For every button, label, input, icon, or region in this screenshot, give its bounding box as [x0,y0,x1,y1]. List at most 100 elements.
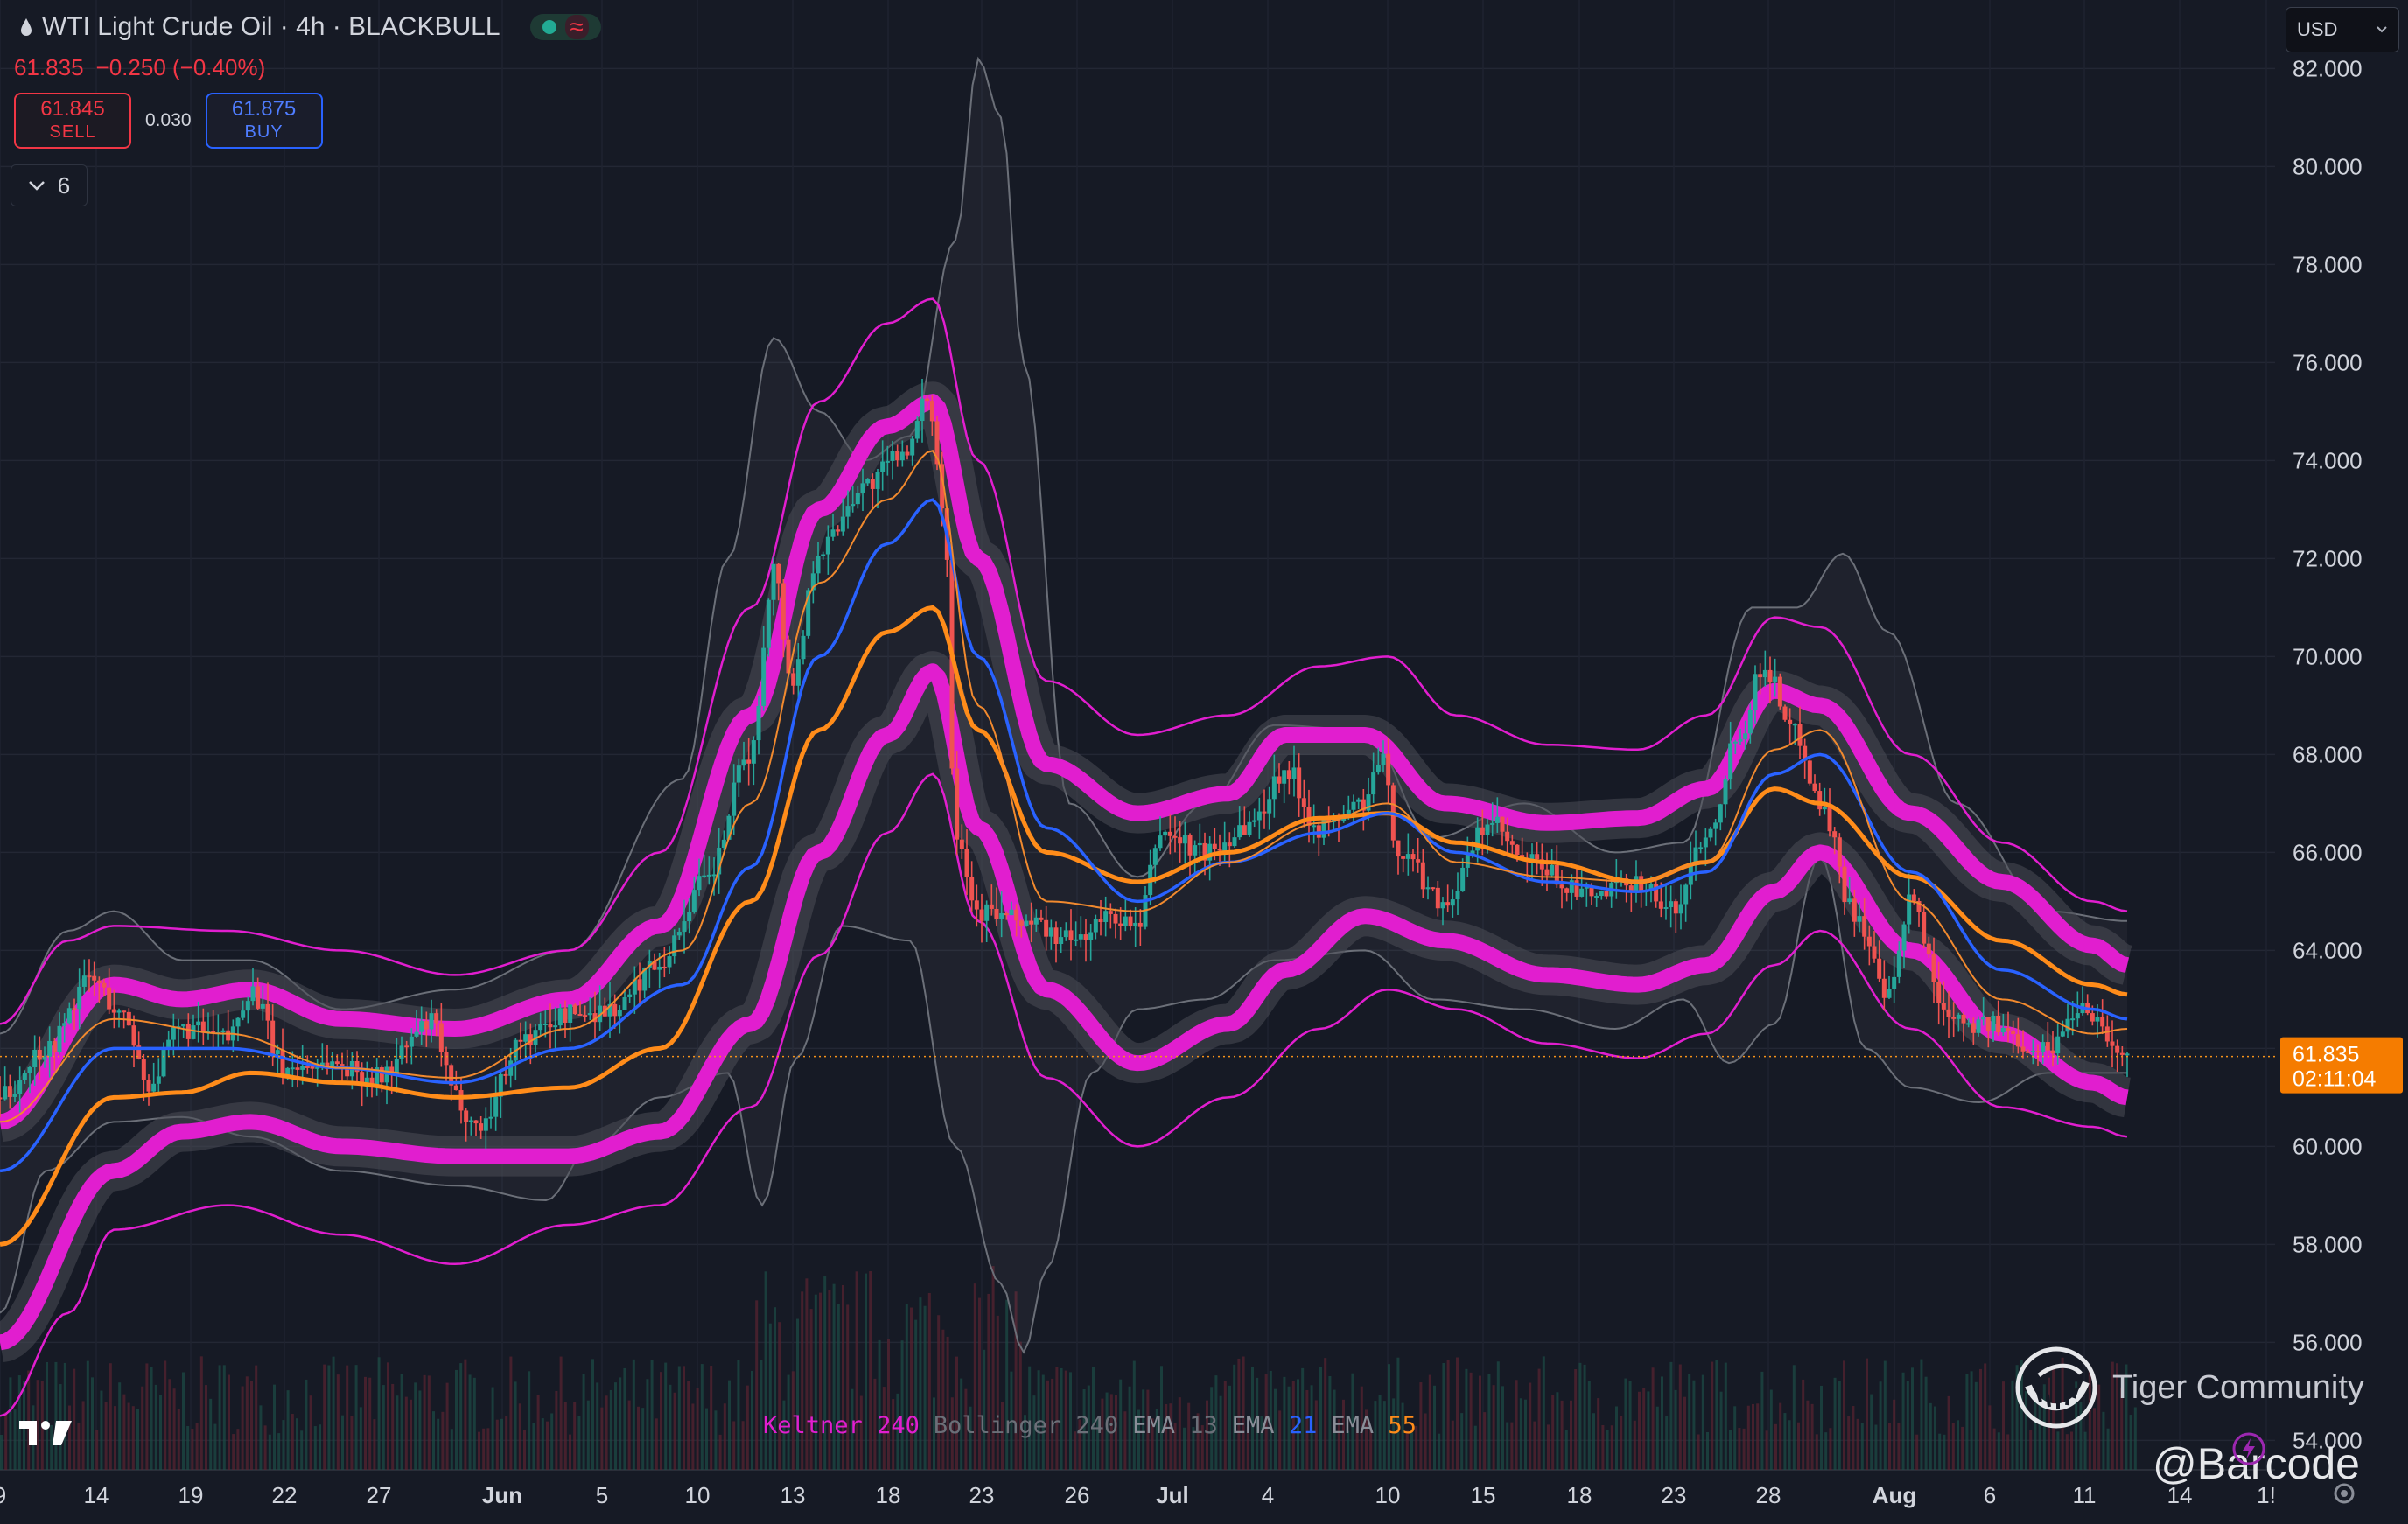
volume-bar [9,1377,12,1470]
volume-bar [1337,1419,1340,1470]
volume-bar [523,1430,526,1470]
sell-button[interactable]: 61.845 SELL [14,93,131,149]
candle-body [2000,1028,2006,1033]
candle-body [687,912,692,922]
volume-bar [541,1418,544,1470]
legend-ema55-name: EMA [1331,1412,1375,1439]
candle-body [1410,854,1416,860]
volume-bar [505,1416,508,1470]
volume-bar [1697,1434,1700,1470]
volume-bar [1010,1371,1013,1470]
volume-bar [550,1413,554,1470]
market-status-pill[interactable]: ≈ [529,14,601,40]
volume-bar [569,1434,571,1470]
candle-body [860,483,865,493]
indicators-toggle-button[interactable]: 6 [10,164,88,206]
volume-bar [650,1360,654,1470]
legend-bollinger[interactable]: Bollinger 240 [934,1412,1118,1439]
volume-bar [723,1403,726,1470]
volume-bar [1624,1378,1628,1470]
candle-body [1589,886,1594,897]
candle-body [518,1039,523,1042]
candle-body [1569,880,1574,893]
candle-body [1292,767,1297,779]
candle-body [1416,859,1421,863]
candle-body [265,1003,270,1021]
indicator-legend[interactable]: Keltner 240 Bollinger 240 EMA 13 EMA 21 … [763,1412,1417,1439]
candle-body [2011,1030,2016,1035]
candle-body [241,1010,246,1018]
x-tick-label: 10 [1376,1482,1401,1508]
volume-bar [755,1300,759,1470]
candle-body [1405,854,1410,859]
x-tick-label: Jul [1156,1482,1189,1508]
lightning-icon[interactable] [2231,1431,2266,1466]
volume-bar [2034,1397,2037,1470]
volume-bar [905,1304,908,1470]
candle-body [1074,939,1079,941]
candle-body [1227,842,1232,847]
volume-bar [2129,1415,2132,1470]
ema55-line [0,605,2128,1247]
volume-bar [423,1374,426,1470]
candle-body [245,1001,250,1011]
volume-bar [1087,1385,1090,1470]
candle-body [816,556,821,574]
volume-bar [1893,1399,1896,1470]
y-tick-label: 54.000 [2292,1427,2362,1453]
time-axis[interactable]: 9 14 19 22 27 Jun 5 10 13 18 23 26 Jul 4 10 15 18 23 28 Aug… [0,1482,2276,1508]
gear-icon[interactable] [2331,1480,2357,1507]
candle-body [780,583,786,640]
candle-body [424,1021,429,1030]
candle-body [81,975,87,987]
volume-bar [782,1400,786,1470]
candle-body [667,956,672,968]
candle-body [900,451,905,461]
volume-bar [1924,1376,1928,1470]
volume-bar [2079,1402,2082,1470]
candle-body [1252,820,1257,822]
symbol-title[interactable]: WTI Light Crude Oil · 4h · BLACKBULL [42,12,500,41]
legend-ema21[interactable]: EMA 21 [1232,1412,1318,1439]
legend-ema13[interactable]: EMA 13 [1132,1412,1218,1439]
buy-button[interactable]: 61.875 BUY [205,93,323,149]
volume-bar [578,1416,581,1470]
volume-bar [36,1380,39,1470]
volume-bar [751,1370,753,1470]
volume-bar [104,1402,108,1470]
volume-bar [1347,1430,1350,1470]
volume-bar [1769,1389,1773,1470]
legend-keltner[interactable]: Keltner 240 [763,1412,920,1439]
volume-bar [437,1418,440,1470]
volume-bar [514,1381,517,1470]
volume-bar [1142,1389,1145,1470]
symbol-title-row[interactable]: WTI Light Crude Oil · 4h · BLACKBULL ≈ [19,12,601,42]
candle-body [810,573,816,591]
candle-body [483,1118,488,1131]
candle-body [642,967,648,991]
volume-bar [1196,1413,1200,1470]
candle-body [42,1056,47,1060]
volume-bar [528,1371,531,1470]
volume-bar [241,1386,244,1470]
candle-body [1465,854,1470,868]
currency-select[interactable]: USD [2286,7,2399,52]
price-axis[interactable]: 82.000 80.000 78.000 76.000 74.000 72.000 70.0… [2292,55,2362,1453]
candle-body [12,1094,18,1097]
candle-body [702,875,707,877]
volume-bar [2133,1407,2137,1470]
tradingview-logo-icon[interactable] [18,1417,74,1449]
candle-body [2035,1050,2040,1052]
candle-body [2115,1045,2120,1053]
candle-body [1033,917,1039,925]
candle-body [1852,898,1857,922]
legend-ema55[interactable]: EMA 55 [1331,1412,1417,1439]
volume-bar [1064,1370,1068,1470]
volume-bar [991,1266,995,1470]
volume-bar [77,1423,80,1470]
candle-body [1063,930,1068,938]
volume-bar [228,1374,230,1470]
volume-bar [1746,1405,1750,1470]
volume-bar [1583,1364,1586,1470]
